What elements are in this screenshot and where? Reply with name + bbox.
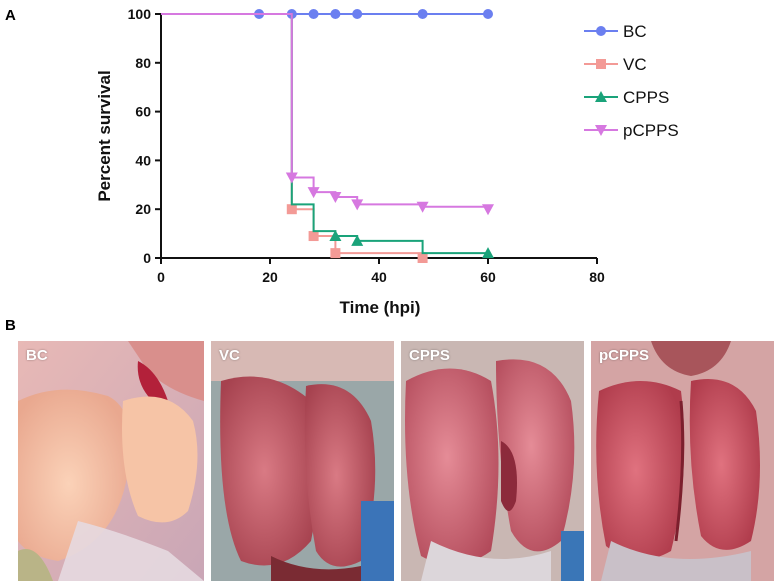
photo-bc-image xyxy=(18,341,204,581)
x-tick-label: 20 xyxy=(262,269,278,285)
marker-bc xyxy=(417,9,428,19)
y-tick-label: 100 xyxy=(128,6,152,22)
legend-label-bc: BC xyxy=(623,22,647,41)
panel-a-letter: A xyxy=(5,7,16,24)
legend-label-cpps: CPPS xyxy=(623,88,669,107)
legend-label-vc: VC xyxy=(623,55,647,74)
marker-bc xyxy=(352,9,363,19)
series-line-cpps xyxy=(161,13,488,255)
marker-pcpps xyxy=(329,192,342,203)
marker-bc xyxy=(330,9,341,19)
y-axis-title: Percent survival xyxy=(95,70,114,201)
y-tick-label: 40 xyxy=(135,152,151,168)
x-tick-label: 40 xyxy=(371,269,387,285)
marker-bc xyxy=(483,9,493,19)
chart-legend: BC VC CPPS pCPPS xyxy=(584,22,679,140)
legend-marker-cpps xyxy=(595,91,607,102)
survival-chart: A 0 20 40 60 80 100 0 20 40 60 80 BC VC CPPS pCPPS Ti… xyxy=(5,6,679,317)
marker-pcpps xyxy=(285,172,298,184)
marker-pcpps xyxy=(482,204,494,216)
legend-label-pcpps: pCPPS xyxy=(623,121,679,140)
legend-marker-pcpps xyxy=(595,125,607,136)
marker-pcpps xyxy=(351,199,364,211)
photo-cpps: CPPS xyxy=(401,341,584,581)
marker-vc xyxy=(330,248,341,259)
marker-bc xyxy=(308,9,319,19)
marker-cpps xyxy=(482,247,494,259)
chart-series xyxy=(161,9,494,263)
photo-pcpps-image xyxy=(591,341,774,581)
chart-axes: 0 20 40 60 80 100 0 20 40 60 80 xyxy=(128,6,605,285)
y-tick-label: 20 xyxy=(135,201,151,217)
photo-vc: VC xyxy=(211,341,394,581)
y-tick-label: 0 xyxy=(143,250,151,266)
marker-pcpps xyxy=(416,201,429,213)
marker-vc xyxy=(417,253,428,263)
y-tick-label: 80 xyxy=(135,55,151,71)
photo-bc: BC xyxy=(18,341,204,581)
marker-cpps xyxy=(329,230,342,242)
x-tick-label: 60 xyxy=(480,269,496,285)
marker-vc xyxy=(286,204,297,215)
x-axis-title: Time (hpi) xyxy=(340,298,421,317)
panel-b-letter: B xyxy=(5,317,16,334)
marker-pcpps xyxy=(307,187,320,199)
series-line-pcpps xyxy=(161,13,489,210)
photo-vc-label: VC xyxy=(219,347,240,364)
marker-vc xyxy=(308,231,319,242)
photo-cpps-label: CPPS xyxy=(409,347,450,364)
x-tick-label: 80 xyxy=(589,269,605,285)
photo-pcpps-label: pCPPS xyxy=(599,347,650,364)
legend-marker-bc xyxy=(596,26,606,36)
photo-pcpps: pCPPS xyxy=(591,341,774,581)
photo-vc-image xyxy=(211,341,394,581)
photo-bc-label: BC xyxy=(26,347,48,364)
photo-cpps-image xyxy=(401,341,584,581)
x-tick-label: 0 xyxy=(157,269,165,285)
legend-marker-vc xyxy=(596,59,606,69)
marker-cpps xyxy=(351,234,364,246)
y-tick-label: 60 xyxy=(135,104,151,120)
